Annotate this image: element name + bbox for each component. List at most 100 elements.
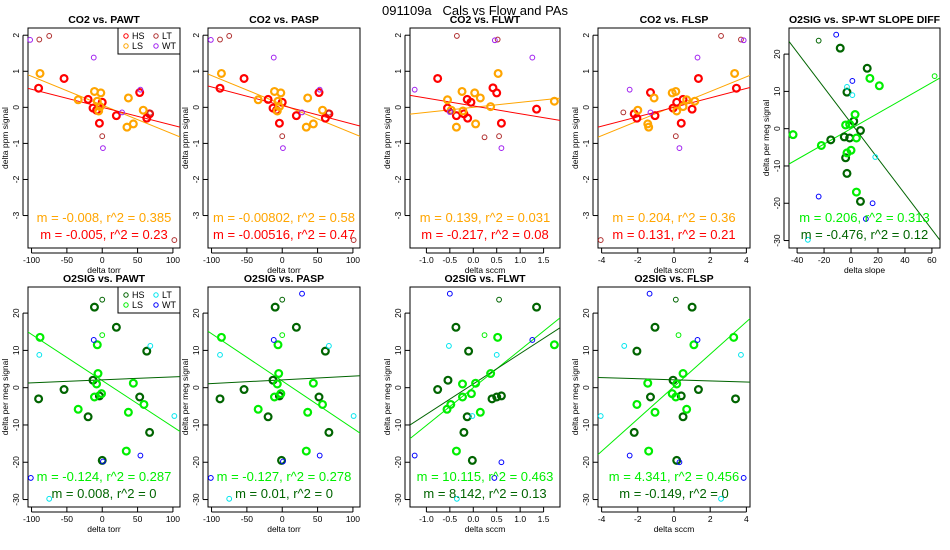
data-point: [869, 200, 876, 207]
y-tick-label: -30: [191, 493, 201, 506]
data-point: [841, 153, 851, 163]
y-tick-label: -3: [191, 211, 201, 219]
fit-annotation: m = -0.127, r^2 = 0.278: [217, 469, 352, 484]
fit-annotation: m = 0.008, r^2 = 0: [51, 486, 156, 501]
x-tick-label: -100: [23, 514, 40, 524]
data-point: [142, 346, 152, 356]
data-point: [738, 36, 744, 43]
data-point: [451, 122, 461, 132]
data-point: [678, 102, 688, 112]
data-point: [280, 145, 286, 151]
data-point: [147, 343, 154, 349]
panel-title: O2SIG vs. PAWT: [63, 273, 146, 285]
y-tick-label: 10: [191, 345, 201, 355]
y-tick-label: -2: [581, 175, 591, 183]
data-point: [729, 332, 739, 342]
y-axis-label: delta per meg signal: [761, 100, 771, 177]
data-point: [694, 54, 701, 61]
data-point: [788, 130, 798, 140]
x-tick-label: 100: [166, 514, 180, 524]
data-point: [498, 145, 505, 151]
data-point: [93, 369, 103, 379]
data-point: [46, 33, 53, 39]
data-point: [272, 379, 282, 389]
data-point: [632, 113, 642, 123]
panel-title: CO2 vs. PAWT: [68, 14, 140, 26]
data-point: [99, 332, 106, 339]
data-point: [872, 154, 879, 160]
y-tick-label: 0: [772, 126, 782, 131]
fit-line: [789, 77, 940, 165]
x-axis-label: delta torr: [267, 524, 301, 534]
x-tick-label: 60: [927, 255, 937, 265]
data-point: [274, 118, 284, 128]
panel-title: CO2 vs. PASP: [249, 14, 319, 26]
x-tick-label: -40: [791, 255, 804, 265]
data-point: [299, 109, 305, 116]
data-point: [89, 392, 99, 402]
data-point: [301, 122, 311, 132]
data-point: [92, 379, 102, 389]
data-point: [83, 412, 93, 422]
data-point: [96, 88, 106, 98]
legend-marker: [123, 43, 129, 49]
fit-line: [208, 375, 360, 385]
data-point: [59, 385, 69, 395]
data-point: [676, 391, 686, 401]
plot-frame: [27, 27, 181, 249]
data-point: [532, 104, 542, 114]
fit-lines: [208, 330, 360, 434]
y-tick-label: -1: [11, 139, 21, 147]
data-point: [650, 111, 660, 121]
data-point: [272, 106, 282, 116]
data-point: [138, 105, 148, 115]
data-point: [171, 237, 178, 243]
y-tick-label: 0: [393, 385, 403, 390]
data-point: [731, 394, 741, 404]
data-point: [471, 378, 481, 388]
data-point: [325, 109, 332, 116]
x-axis-label: delta sccm: [465, 265, 506, 275]
plot-frame: [207, 286, 361, 508]
data-point: [682, 404, 692, 414]
y-axis-label: delta ppm signal: [382, 107, 392, 169]
legend-marker: [123, 292, 129, 298]
y-tick-label: -20: [191, 456, 201, 469]
fit-annotation: m = -0.008, r^2 = 0.385: [37, 210, 172, 225]
fit-annotation: m = -0.149, r^2 = 0: [619, 486, 728, 501]
x-tick-label: 0: [672, 255, 677, 265]
data-point: [291, 322, 301, 332]
data-point: [469, 413, 476, 419]
data-point: [816, 140, 826, 150]
fit-annotation: m = -0.00802, r^2 = 0.58: [213, 210, 355, 225]
data-point: [644, 446, 654, 456]
data-point: [632, 399, 642, 409]
data-point: [59, 73, 69, 83]
data-point: [466, 389, 476, 399]
plot-frame: [207, 27, 361, 249]
data-point: [849, 92, 856, 99]
data-point: [280, 458, 286, 465]
data-point: [453, 33, 460, 39]
fit-annotation: m = 0.206, r^2 = 0.313: [799, 210, 929, 225]
data-point: [90, 337, 97, 343]
x-tick-label: -50: [241, 255, 254, 265]
y-tick-label: -2: [191, 175, 201, 183]
data-point: [308, 378, 318, 388]
data-point: [841, 120, 851, 130]
data-point: [94, 118, 104, 128]
data-point: [498, 459, 505, 466]
panel-4: CO2 vs. FLSP -4 -2 0 2 4 delta sccm 2 1 0 -1 -2 -3 de…: [570, 14, 751, 275]
data-point: [475, 93, 485, 103]
data-point: [676, 118, 686, 128]
data-point: [171, 413, 178, 419]
x-tick-label: 0: [100, 514, 105, 524]
x-tick-label: -0.5: [443, 514, 458, 524]
y-axis-label: delta ppm signal: [570, 107, 580, 169]
data-point: [324, 427, 334, 437]
data-point: [549, 340, 559, 350]
data-point: [458, 379, 468, 389]
fit-line: [28, 331, 180, 432]
data-point: [481, 134, 488, 141]
